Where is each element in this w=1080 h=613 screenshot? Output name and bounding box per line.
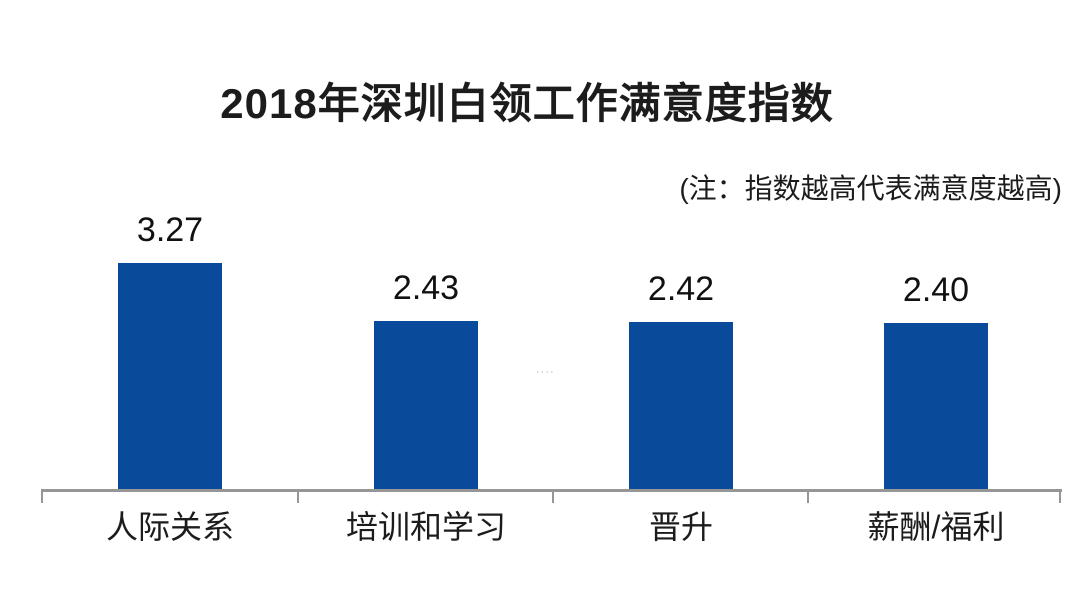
x-axis-tick <box>297 489 299 503</box>
x-axis-category-label: 培训和学习 <box>345 509 506 545</box>
bar-value-label: 2.43 <box>392 269 460 307</box>
x-axis-tick <box>807 489 809 503</box>
bar-value-label: 3.27 <box>136 211 204 249</box>
x-axis-tick <box>552 489 554 503</box>
bar-value-label: 2.40 <box>902 271 970 309</box>
x-axis-category-label: 薪酬/福利 <box>867 509 1005 545</box>
x-axis-category-label: 晋升 <box>648 509 713 545</box>
chart-note: (注：指数越高代表满意度越高) <box>679 173 1062 204</box>
watermark-artifact: ···· <box>536 366 555 378</box>
bar-value-label: 2.42 <box>647 270 715 308</box>
bar <box>884 323 988 489</box>
x-axis-tick <box>1059 489 1061 503</box>
bar <box>374 321 478 489</box>
chart-title: 2018年深圳白领工作满意度指数 <box>220 80 834 127</box>
x-axis-tick <box>41 489 43 503</box>
x-axis-category-label: 人际关系 <box>105 509 234 545</box>
bar <box>629 322 733 489</box>
bar <box>118 263 222 489</box>
